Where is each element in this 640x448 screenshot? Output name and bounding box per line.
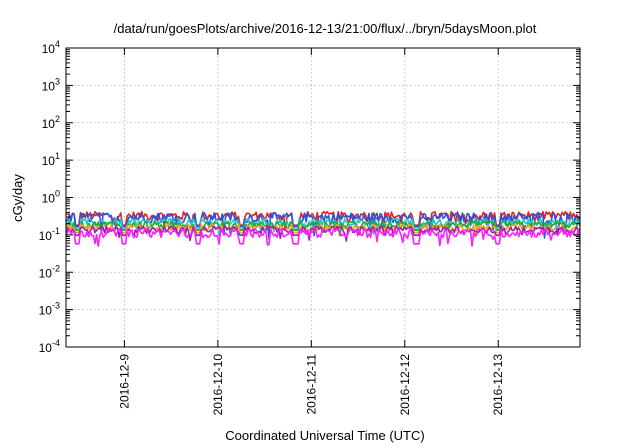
y-tick-base: 10 [42,79,56,93]
y-tick-exponent: -1 [52,226,60,236]
x-tick-label: 2016-12-9 [117,354,131,409]
series-line [65,212,581,240]
y-tick-label: 104 [42,39,60,56]
y-tick-exponent: 2 [55,114,60,124]
y-tick-exponent: 4 [55,39,60,49]
series-line [65,228,581,247]
y-tick-base: 10 [42,42,56,56]
y-tick-base: 10 [39,229,53,243]
y-tick-base: 10 [42,192,56,206]
chart-grid [66,48,580,347]
x-tick-label: 2016-12-13 [491,354,505,416]
x-tick-label: 2016-12-12 [398,354,412,416]
y-tick-base: 10 [42,154,56,168]
x-tick-label: 2016-12-11 [304,354,318,415]
y-tick-exponent: 1 [55,151,60,161]
y-tick-base: 10 [39,304,53,318]
series-line [65,210,581,233]
y-tick-base: 10 [39,266,53,280]
y-tick-label: 10-4 [39,338,60,355]
y-tick-label: 10-2 [39,263,60,280]
x-tick-label: 2016-12-10 [211,354,225,416]
y-tick-exponent: -2 [52,263,60,273]
y-tick-label: 100 [42,189,60,206]
y-tick-exponent: -3 [52,301,60,311]
y-tick-label: 101 [42,151,60,168]
y-tick-label: 10-1 [39,226,60,243]
y-tick-base: 10 [42,117,56,131]
x-axis-label: Coordinated Universal Time (UTC) [225,428,424,443]
y-tick-label: 10-3 [39,301,60,318]
y-tick-exponent: -4 [52,338,60,348]
chart-title: /data/run/goesPlots/archive/2016-12-13/2… [114,21,537,36]
y-tick-base: 10 [39,341,53,355]
y-tick-label: 102 [42,114,60,131]
y-axis-label: cGy/day [10,174,25,222]
y-tick-label: 103 [42,76,60,93]
y-tick-exponent: 0 [55,189,60,199]
series-line [65,220,581,237]
y-tick-exponent: 3 [55,76,60,86]
chart-series-group [65,210,581,247]
x-axis: 2016-12-9 2016-12-10 2016-12-11 2016-12-12 2… [117,48,505,415]
